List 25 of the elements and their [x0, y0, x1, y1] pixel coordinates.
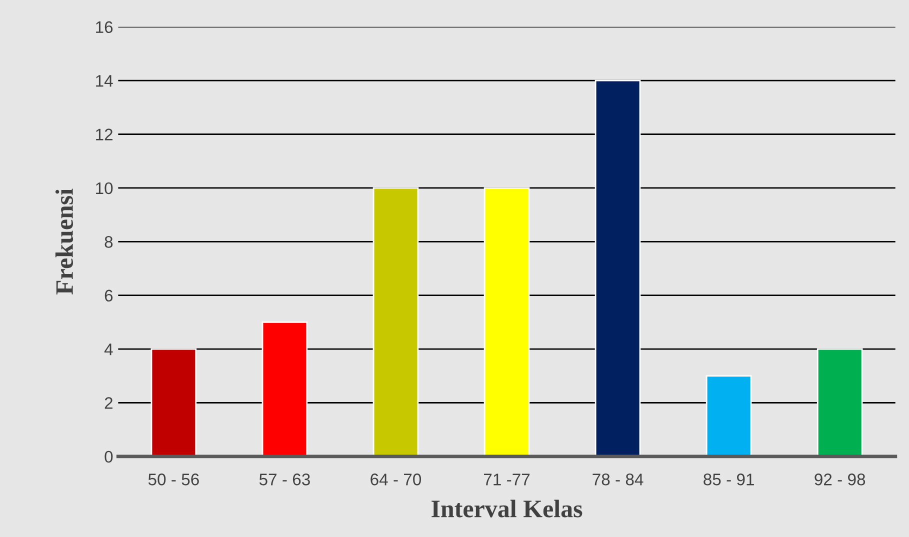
bar	[262, 322, 308, 456]
x-tick-label: 50 - 56	[148, 474, 199, 486]
bar	[372, 187, 419, 456]
y-tick-label: 12	[96, 128, 112, 140]
x-tick-label: 85 - 91	[704, 474, 754, 486]
y-tick-label: 6	[104, 290, 113, 302]
x-tick-label: 64 - 70	[370, 474, 422, 486]
bar	[816, 348, 863, 456]
x-tick-label: 78 - 84	[592, 474, 644, 486]
x-tick-label: 57 - 63	[259, 474, 310, 486]
bar	[484, 187, 530, 456]
y-tick-label: 16	[96, 21, 113, 34]
x-tick-label: 92 - 98	[814, 474, 866, 486]
bar	[150, 348, 197, 456]
y-tick-label: 4	[104, 344, 113, 356]
y-tick-label: 8	[104, 236, 113, 248]
bar	[706, 375, 752, 456]
y-tick-label: 14	[96, 75, 113, 87]
x-axis-title: Interval Kelas	[432, 500, 582, 518]
x-tick-label: 71 -77	[484, 474, 530, 486]
y-tick-label: 0	[104, 450, 113, 463]
y-tick-label: 2	[104, 397, 112, 409]
y-tick-label: 10	[96, 182, 113, 194]
bar	[594, 80, 641, 456]
y-axis-title: Frekuensi	[55, 188, 74, 294]
